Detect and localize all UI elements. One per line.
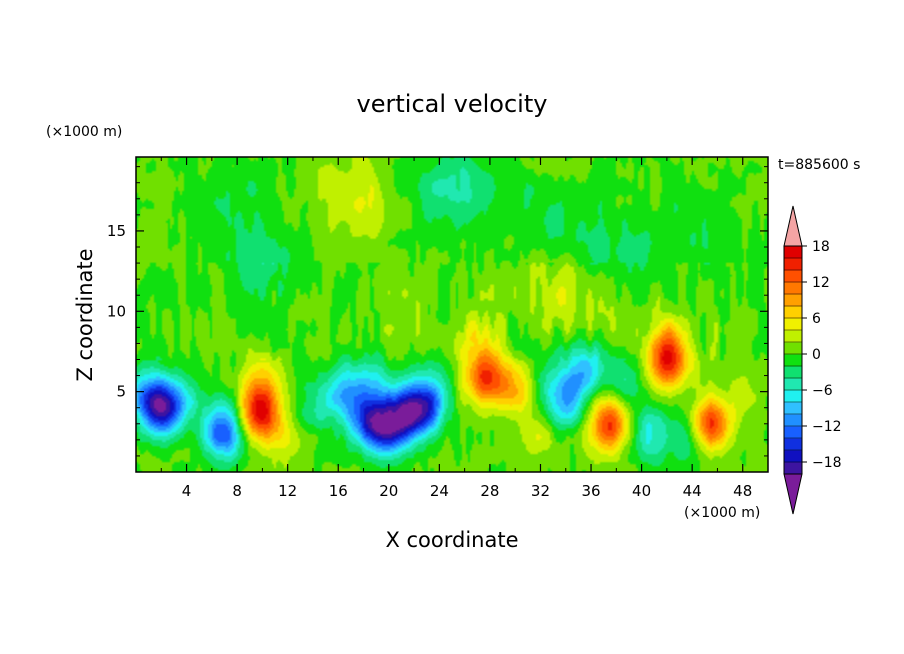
plot-frame — [135, 156, 769, 473]
y-tick-label: 15 — [107, 222, 126, 240]
y-unit-label: (×1000 m) — [46, 124, 122, 140]
colorbar-low-arrow — [783, 473, 803, 515]
colorbar-tick-label: 6 — [812, 311, 821, 327]
colorbar-tick-label: −18 — [812, 455, 842, 471]
x-tick-label: 36 — [581, 482, 600, 500]
colorbar-band — [784, 258, 802, 271]
heatmap-field — [136, 157, 768, 472]
time-label: t=885600 s — [778, 157, 860, 173]
colorbar-band — [784, 366, 802, 379]
colorbar-band — [784, 438, 802, 451]
x-tick-label: 32 — [531, 482, 550, 500]
x-tick-label: 12 — [278, 482, 297, 500]
colorbar-band — [784, 294, 802, 307]
colorbar-band — [784, 354, 802, 367]
colorbar-band — [784, 414, 802, 427]
chart-title: vertical velocity — [357, 90, 548, 118]
x-tick-label: 40 — [632, 482, 651, 500]
colorbar-band — [784, 246, 802, 259]
x-tick-label: 8 — [232, 482, 242, 500]
x-tick-label: 4 — [182, 482, 192, 500]
colorbar-band — [784, 330, 802, 343]
colorbar-band — [784, 450, 802, 463]
x-unit-label: (×1000 m) — [684, 505, 760, 521]
colorbar: 18 12 6 0 −6 −12 −18 — [783, 205, 842, 515]
x-tick-label: 28 — [480, 482, 499, 500]
colorbar-tick-label: −6 — [812, 383, 833, 399]
colorbar-tick-label: 0 — [812, 347, 821, 363]
x-tick-label: 48 — [733, 482, 752, 500]
colorbar-band — [784, 342, 802, 355]
colorbar-tick-label: −12 — [812, 419, 842, 435]
y-axis-label: Z coordinate — [73, 248, 97, 381]
colorbar-band — [784, 462, 802, 475]
colorbar-high-arrow — [783, 205, 803, 247]
x-tick-label: 24 — [430, 482, 449, 500]
y-tick-label: 10 — [107, 302, 126, 320]
y-tick-label: 5 — [116, 383, 126, 401]
colorbar-band — [784, 306, 802, 319]
colorbar-tick-label: 18 — [812, 239, 830, 255]
x-tick-label: 16 — [329, 482, 348, 500]
x-axis-label: X coordinate — [385, 528, 518, 552]
x-axis: 4 8 12 16 20 24 28 32 36 40 44 48 — [160, 157, 752, 500]
colorbar-band — [784, 426, 802, 439]
colorbar-band — [784, 378, 802, 391]
colorbar-tick-label: 12 — [812, 275, 830, 291]
colorbar-band — [784, 402, 802, 415]
colorbar-band — [784, 318, 802, 331]
colorbar-band — [784, 390, 802, 403]
x-tick-label: 20 — [379, 482, 398, 500]
colorbar-band — [784, 270, 802, 283]
y-axis: 5 10 15 — [107, 166, 768, 457]
colorbar-band — [784, 282, 802, 295]
x-tick-label: 44 — [683, 482, 702, 500]
